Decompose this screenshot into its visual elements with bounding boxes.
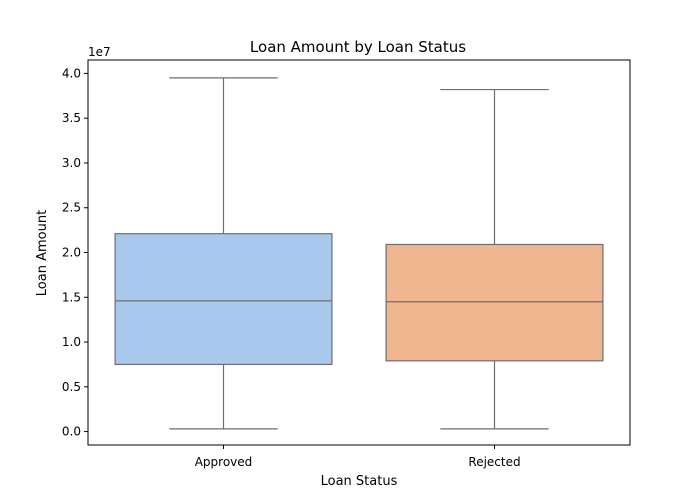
box-rejected [385,88,604,430]
y-tick-label: 0.0 [62,425,81,439]
x-axis-label: Loan Status [321,474,398,489]
y-axis-label: Loan Amount [35,210,50,296]
y-tick-label: 2.5 [62,201,81,215]
plot-frame [87,59,631,446]
y-tick-label: 4.0 [62,66,81,80]
y-tick-label: 3.0 [62,156,81,170]
y-tick-label: 3.5 [62,111,81,125]
x-axis-ticks: Approved Rejected [195,445,521,469]
iqr-box [385,243,604,362]
y-tick-label: 0.5 [62,380,81,394]
boxes-group [114,77,604,430]
x-tick-label: Rejected [468,455,520,469]
chart-title: Loan Amount by Loan Status [250,38,466,56]
y-axis-ticks: 0.0 0.5 1.0 1.5 2.0 2.5 3.0 3.5 4.0 [62,66,88,439]
x-tick-label: Approved [195,455,253,469]
y-tick-label: 2.0 [62,246,81,260]
y-tick-label: 1.5 [62,290,81,304]
iqr-box [114,233,333,366]
y-offset-label: 1e7 [88,45,111,59]
box-approved [114,77,333,430]
y-tick-label: 1.0 [62,335,81,349]
